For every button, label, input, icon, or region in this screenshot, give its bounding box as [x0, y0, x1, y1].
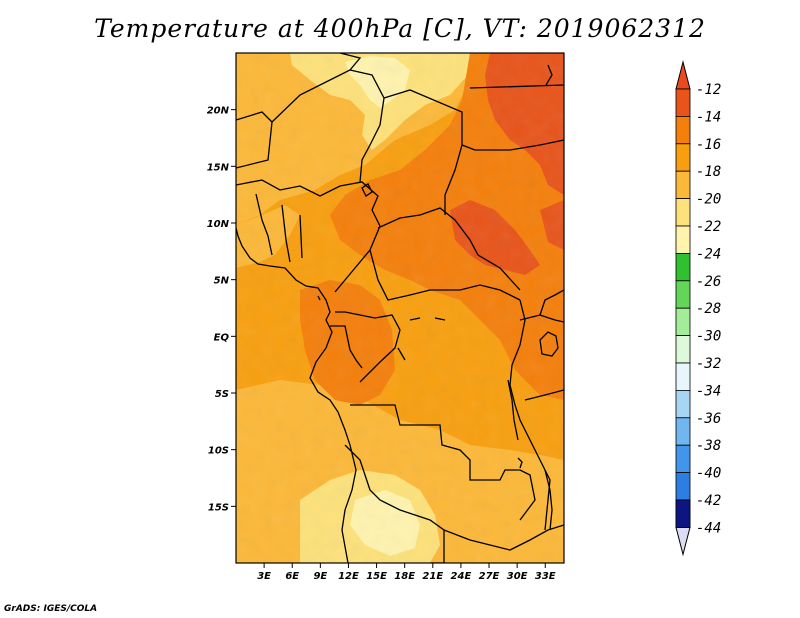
map-frame [235, 52, 565, 564]
colorbar-swatch [675, 335, 691, 364]
lat-tick-label: 20N [207, 106, 230, 117]
border-zambia [443, 524, 564, 551]
lat-tick-label: EQ [214, 332, 230, 343]
lake-chad [361, 183, 373, 197]
colorbar-label: -24 [696, 246, 721, 262]
colorbar-label: -26 [696, 274, 721, 290]
border-north-3 [349, 69, 385, 183]
lon-tick-label: 3E [257, 571, 271, 582]
border-car [377, 207, 521, 291]
colorbar-swatch [675, 198, 691, 227]
field-texture [236, 53, 564, 563]
lat-tick-label: 15S [208, 502, 229, 513]
lake-malawi [544, 469, 553, 531]
colorbar-swatch [675, 444, 691, 474]
colorbar-label: -18 [696, 164, 721, 180]
colorbar-label: -12 [696, 82, 721, 98]
colorbar: -12 -14 -16 -18 -20 -22 -24 -26 -28 -30 -32 -34 -36 -… [675, 60, 721, 557]
lake-tanganyika [507, 379, 519, 441]
colorbar-swatch [675, 362, 691, 391]
lat-tick-label: 10N [207, 219, 230, 230]
colorbar-swatch [675, 116, 691, 145]
border-kenya [539, 289, 564, 316]
lon-tick-label: 24E [451, 571, 472, 582]
colorbar-swatch [675, 307, 691, 337]
lat-tick-label: 10S [208, 446, 229, 457]
map-title: Temperature at 400hPa [C], VT: 201906231… [94, 14, 706, 43]
colorbar-swatch [675, 143, 691, 172]
colorbar-label: -38 [696, 438, 721, 454]
border-gabon [330, 325, 363, 369]
colorbar-swatch [675, 389, 691, 419]
lake-victoria [539, 331, 559, 357]
colorbar-swatch [675, 252, 691, 282]
colorbar-label: -44 [696, 520, 721, 536]
lat-tick-label: 15N [207, 162, 230, 173]
colorbar-bottom-tip [675, 526, 691, 557]
river-congo [317, 295, 446, 361]
colorbar-label: -36 [696, 411, 721, 427]
temperature-field [236, 53, 564, 563]
latitude-axis: 20N 15N 10N 5N EQ 5S 10S 15S [207, 106, 236, 513]
coastline-west [236, 227, 357, 563]
border-drc-east [509, 299, 541, 461]
border-cameroon [369, 249, 521, 301]
border-uganda [519, 314, 564, 323]
lon-tick-label: 6E [285, 571, 299, 582]
longitude-axis: 3E 6E 9E 12E 15E 18E 21E 24E 27E 30E 33E [257, 563, 556, 582]
colorbar-label: -16 [696, 137, 721, 153]
credit-text: GrADS: IGES/COLA [4, 604, 98, 614]
colorbar-label: -32 [696, 356, 721, 372]
border-congo [335, 311, 401, 383]
colorbar-top-tip [675, 60, 691, 90]
colorbar-swatch [675, 280, 691, 309]
country-borders [236, 53, 564, 563]
lon-tick-label: 15E [366, 571, 387, 582]
colorbar-swatch [675, 170, 691, 199]
colorbar-label: -20 [696, 192, 721, 208]
lake-volta [517, 457, 523, 469]
colorbar-label: -34 [696, 383, 721, 399]
lon-tick-label: 21E [422, 571, 443, 582]
lake-turkana [545, 64, 553, 86]
lon-tick-label: 27E [479, 571, 500, 582]
colorbar-swatch-darkest [675, 499, 691, 528]
colorbar-swatch [675, 417, 691, 446]
lat-tick-label: 5N [214, 276, 230, 287]
colorbar-swatch [675, 88, 691, 117]
colorbar-label: -42 [696, 493, 721, 509]
colorbar-swatch [675, 472, 691, 501]
border-drc-south [350, 404, 536, 521]
border-north-2 [271, 53, 362, 123]
colorbar-label: -40 [696, 466, 721, 482]
border-angola [344, 444, 445, 563]
lon-tick-label: 18E [394, 571, 415, 582]
lon-tick-label: 33E [535, 571, 556, 582]
colorbar-label: -28 [696, 301, 721, 317]
border-sudan [461, 84, 564, 151]
lon-tick-label: 9E [313, 571, 327, 582]
border-westafrica [255, 193, 303, 263]
lat-tick-label: 5S [215, 389, 229, 400]
lon-tick-label: 30E [507, 571, 528, 582]
lon-tick-label: 12E [338, 571, 359, 582]
colorbar-label: -30 [696, 329, 721, 345]
colorbar-swatch [675, 225, 691, 254]
colorbar-label: -14 [696, 109, 721, 125]
colorbar-label: -22 [696, 219, 721, 235]
